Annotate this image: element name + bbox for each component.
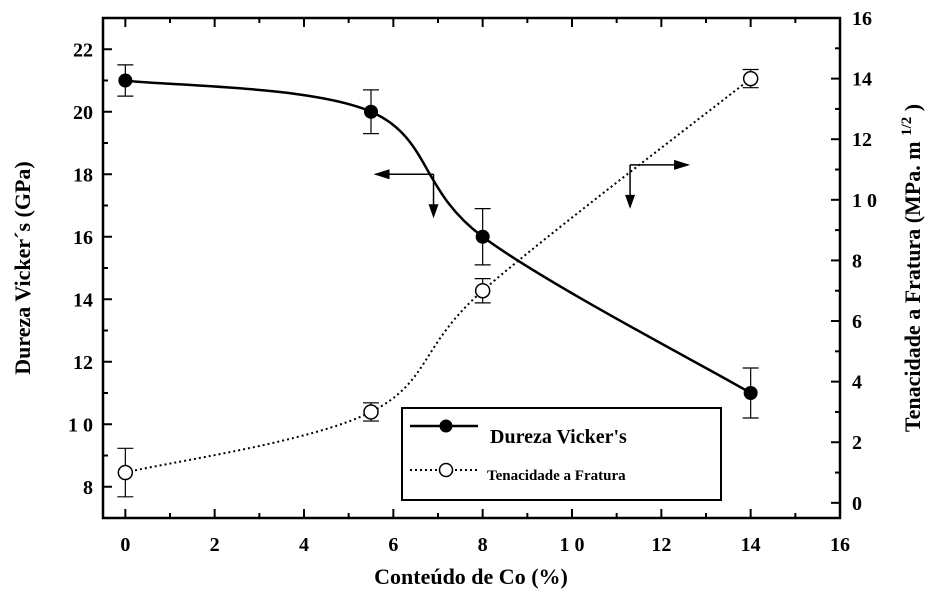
tick-labels: 0 2 4 6 8 1 0 12 14 16 8 1 0 12 14 16 18 20 22 0 2 4 6 8 1 0 12…: [68, 8, 877, 556]
x-tick-label: 2: [210, 534, 220, 556]
legend-marker-tenacidade: [438, 462, 454, 478]
legend: Dureza Vicker's Tenacidade a Fratura: [401, 407, 722, 501]
x-tick-label: 8: [478, 534, 488, 556]
y-right-tick-label: 0: [852, 493, 862, 515]
y-right-tick-label: 14: [852, 69, 872, 91]
tenacidade-point: [363, 404, 379, 420]
y-left-tick-label: 22: [73, 39, 93, 61]
legend-box: [401, 407, 722, 501]
tenacidade-point: [117, 464, 134, 481]
arrow-head-vertical: [625, 194, 636, 209]
y-left-tick-label: 14: [73, 289, 93, 311]
tenacidade-curve: [125, 77, 752, 474]
dureza-point: [118, 73, 133, 88]
dureza-curve: [125, 79, 752, 395]
markers: [117, 64, 759, 498]
legend-label-dureza: Dureza Vicker's: [490, 426, 627, 448]
y-right-axis-title-close: ): [900, 104, 925, 111]
dureza-point: [743, 386, 758, 400]
y-left-tick-label: 12: [73, 352, 93, 374]
legend-marker-dureza: [439, 419, 453, 433]
x-tick-label: 12: [651, 534, 671, 556]
y-right-tick-label: 6: [852, 311, 862, 333]
y-right-tick-label: 8: [852, 250, 862, 272]
y-right-tick-label: 16: [852, 8, 872, 30]
tenacidade-point: [742, 70, 759, 87]
y-right-axis-title: Tenacidade a Fratura (MPa. m 1/2 ): [891, 104, 925, 432]
arrow-head-vertical: [428, 204, 439, 219]
legend-label-tenacidade: Tenacidade a Fratura: [487, 468, 626, 484]
dureza-point: [475, 229, 490, 244]
y-left-tick-label: 20: [73, 102, 93, 124]
arrow-head-horizontal: [674, 159, 691, 170]
x-tick-label: 16: [830, 534, 850, 556]
x-tick-label: 6: [388, 534, 398, 556]
y-right-tick-label: 12: [852, 129, 872, 151]
x-axis-title: Conteúdo de Co (%): [374, 564, 568, 589]
y-right-axis-title-sup: 1/2: [899, 117, 915, 136]
y-left-tick-label: 16: [73, 227, 93, 249]
curves: [125, 77, 752, 474]
x-tick-label: 4: [299, 534, 309, 556]
annotation-arrows: [373, 159, 691, 219]
dureza-point: [364, 104, 378, 119]
y-left-axis-title: Dureza Vicker´s (GPa): [10, 161, 35, 374]
x-tick-label: 1 0: [560, 534, 585, 556]
x-tick-label: 14: [741, 534, 761, 556]
y-left-tick-label: 1 0: [68, 414, 93, 436]
y-right-tick-label: 4: [852, 372, 862, 394]
tenacidade-point: [474, 282, 491, 299]
y-right-axis-title-main: Tenacidade a Fratura (MPa. m: [900, 141, 925, 432]
x-tick-label: 0: [120, 534, 130, 556]
y-right-tick-label: 1 0: [852, 190, 877, 212]
y-left-tick-label: 18: [73, 164, 93, 186]
y-left-tick-label: 8: [83, 477, 93, 499]
y-right-tick-label: 2: [852, 432, 862, 454]
arrow-head-horizontal: [373, 169, 390, 180]
ticks: [103, 17, 841, 518]
